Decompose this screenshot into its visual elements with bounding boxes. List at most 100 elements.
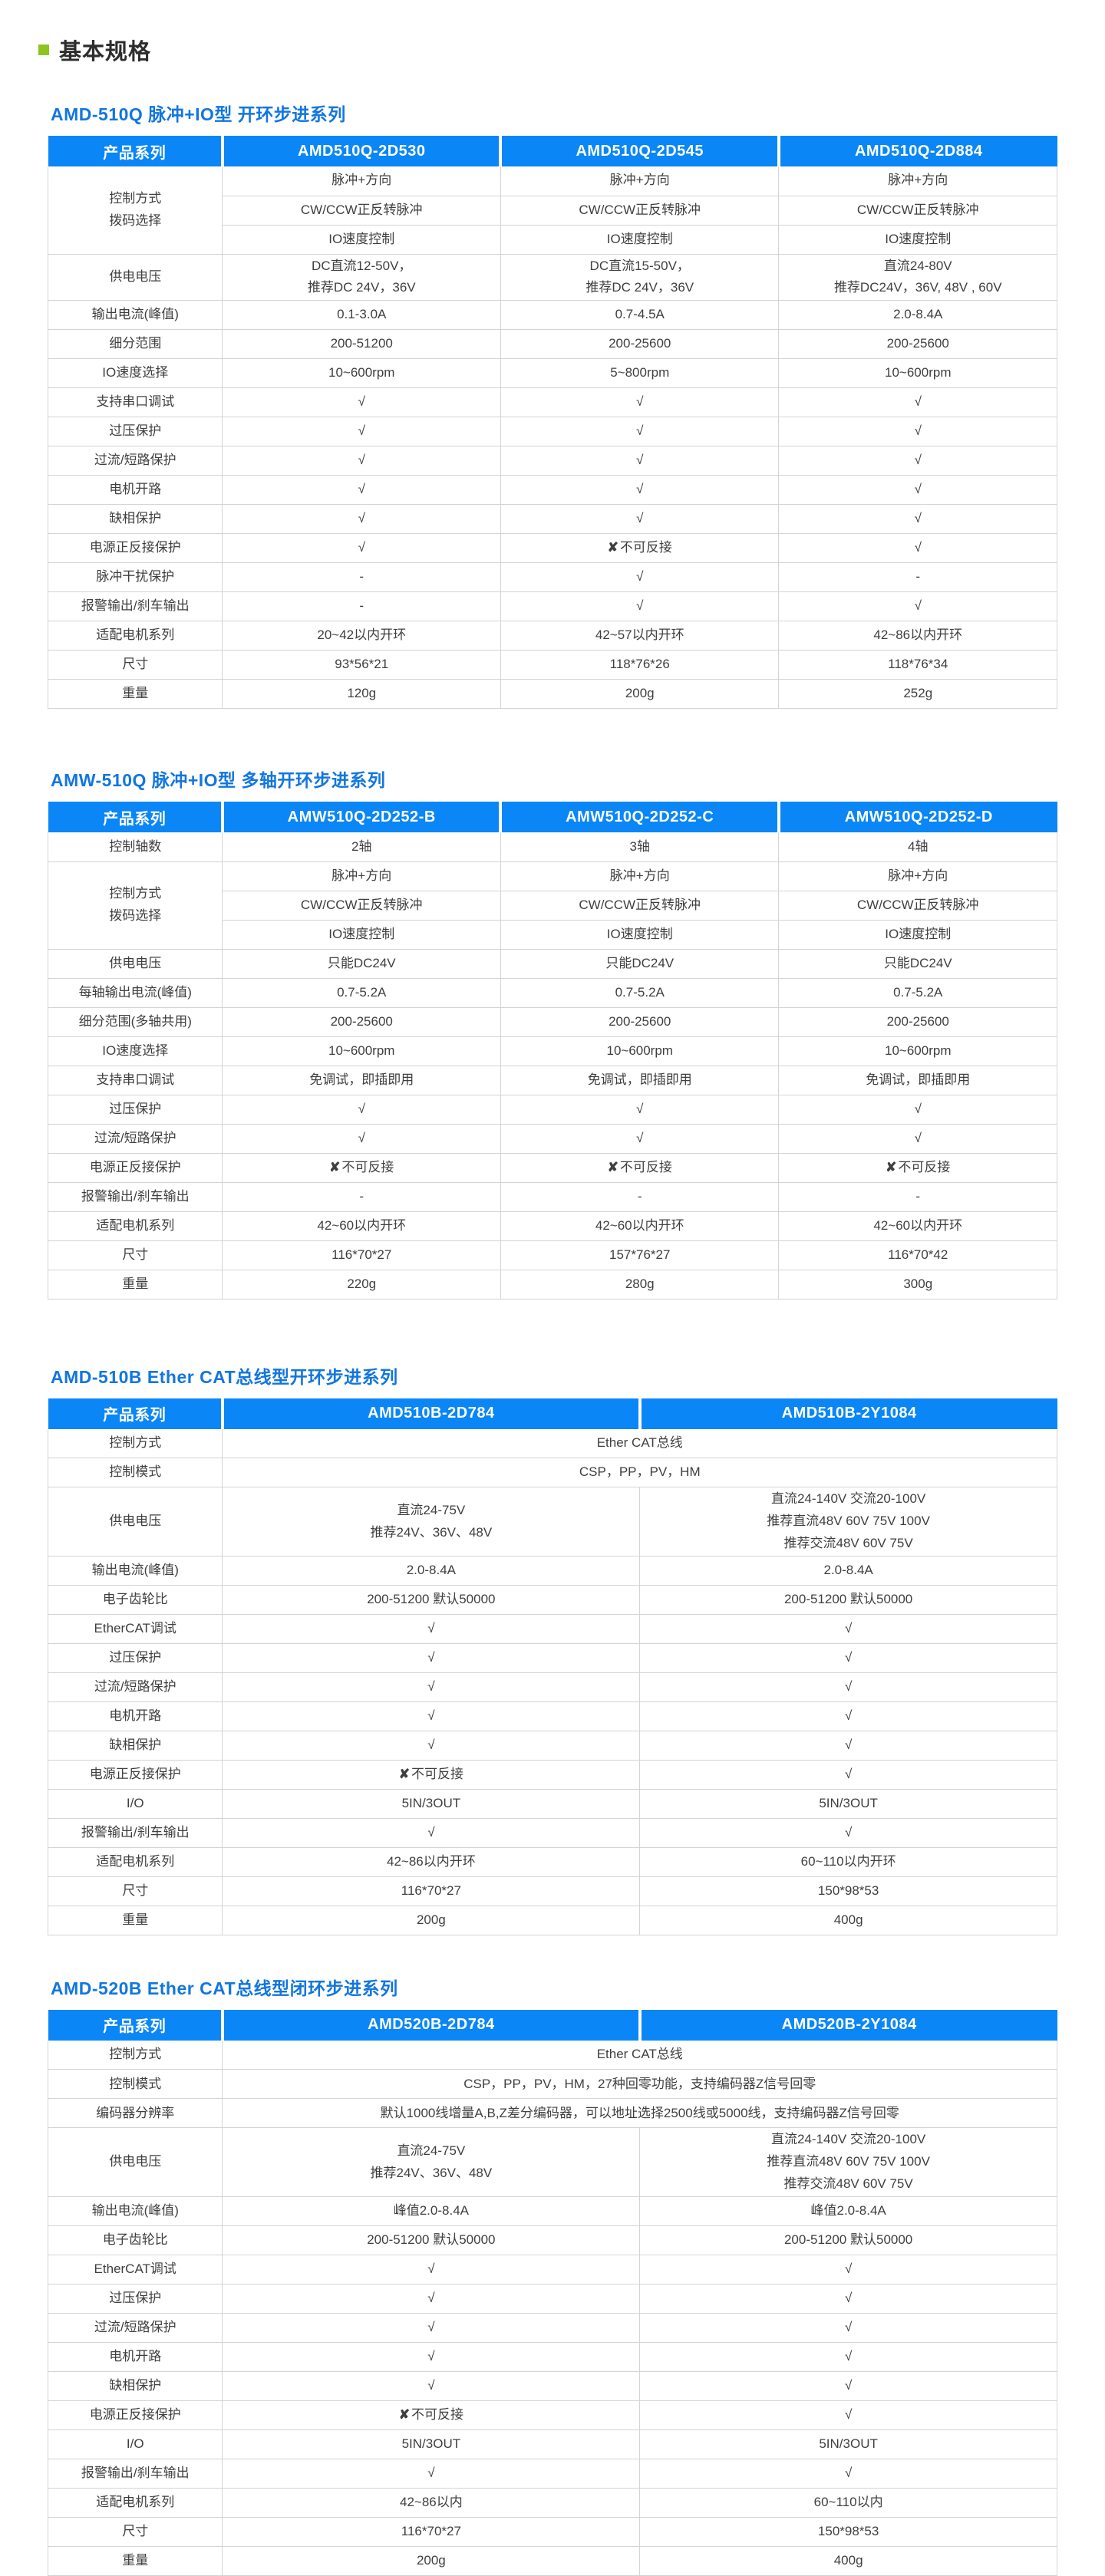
spec-cell: 只能DC24V: [222, 948, 501, 979]
spec-cell: IO速度控制: [778, 224, 1057, 255]
spec-cell-merged: Ether CAT总线: [222, 2040, 1057, 2070]
row-label: 控制方式 拨码选择: [47, 166, 223, 255]
spec-cell: 400g: [639, 2546, 1057, 2576]
spec-table: 产品系列 AMD520B-2D784 AMD520B-2Y1084 控制方式 Ether…: [47, 2009, 1057, 2576]
spec-cell: 直流24-75V 推荐24V、36V、48V: [222, 2127, 641, 2198]
row-label: 编码器分辨率: [47, 2098, 223, 2129]
spec-cell: 2轴: [222, 832, 501, 862]
model-column-header: AMW510Q-2D252-B: [220, 802, 501, 833]
spec-cell: 200-51200 默认50000: [639, 1584, 1057, 1615]
row-label: 适配电机系列: [47, 621, 223, 651]
spec-cell: √: [222, 1613, 641, 1644]
series-column-header: 产品系列: [48, 802, 223, 833]
spec-cell: √: [500, 562, 780, 593]
spec-cell: √: [500, 1123, 780, 1154]
spec-cell: √: [778, 475, 1057, 506]
spec-cell: √: [639, 2255, 1057, 2285]
spec-cell: 免调试，即插即用: [778, 1065, 1057, 1095]
spec-cell: 峰值2.0-8.4A: [222, 2196, 641, 2227]
spec-cell: 150*98*53: [639, 2517, 1057, 2548]
spec-cell: √: [222, 475, 501, 506]
row-label: 控制方式: [47, 1428, 223, 1459]
spec-cell: 免调试，即插即用: [500, 1065, 780, 1095]
spec-cell: IO速度控制: [500, 919, 780, 950]
row-label: 过流/短路保护: [47, 2313, 223, 2344]
cross-icon: ✘: [329, 1159, 341, 1174]
spec-cell: 42~60以内开环: [222, 1211, 501, 1241]
spec-cell: 4轴: [778, 832, 1057, 862]
spec-cell: 脉冲+方向: [222, 166, 501, 196]
spec-cell: 200-51200: [222, 329, 501, 360]
spec-cell: √: [222, 446, 501, 476]
spec-cell-merged: CSP，PP，PV，HM: [222, 1458, 1057, 1488]
spec-cell: 20~42以内开环: [222, 621, 501, 651]
spec-cell: 42~57以内开环: [500, 621, 780, 651]
spec-cell: √: [778, 417, 1057, 447]
spec-cell: 10~600rpm: [222, 358, 501, 389]
spec-cell: √: [778, 533, 1057, 564]
cross-icon: ✘: [886, 1159, 897, 1174]
row-label: 过流/短路保护: [47, 446, 223, 476]
row-label: 尺寸: [47, 1876, 223, 1906]
spec-section-3: AMD-520B Ether CAT总线型闭环步进系列 产品系列 AMD520B-2…: [47, 1974, 1057, 2576]
spec-cell: 200-25600: [222, 1006, 501, 1037]
spec-table: 产品系列 AMD510Q-2D530 AMD510Q-2D545 AMD510Q-2D…: [47, 136, 1057, 710]
spec-cell: 5IN/3OUT: [639, 2429, 1057, 2460]
spec-cell: 直流24-80V 推荐DC24V，36V, 48V , 60V: [778, 253, 1057, 301]
spec-cell: √: [222, 2459, 641, 2489]
spec-cell: DC直流15-50V， 推荐DC 24V，36V: [500, 253, 780, 301]
spec-cell: 116*70*27: [222, 1876, 641, 1906]
spec-cell: 0.7-5.2A: [778, 977, 1057, 1008]
spec-cell: CW/CCW正反转脉冲: [500, 195, 780, 226]
spec-cell: 42~60以内开环: [778, 1211, 1057, 1241]
row-label: 细分范围: [47, 329, 223, 360]
spec-cell: √: [222, 417, 501, 447]
spec-cell: 0.1-3.0A: [222, 300, 501, 331]
section-title: AMD-510Q 脉冲+IO型 开环步进系列: [51, 104, 346, 124]
spec-cell: -: [222, 1181, 501, 1212]
spec-section-2: AMD-510B Ether CAT总线型开环步进系列 产品系列 AMD510B-2…: [47, 1362, 1057, 1935]
spec-cell: -: [500, 1181, 780, 1212]
spec-cell: 118*76*34: [778, 650, 1057, 680]
spec-cell: √: [222, 2313, 641, 2344]
page-header: 基本规格: [0, 0, 1105, 66]
spec-cell: √: [222, 504, 501, 535]
spec-cell: 120g: [222, 679, 501, 710]
series-column-header: 产品系列: [48, 2009, 223, 2041]
spec-cell: √: [222, 2342, 641, 2373]
spec-cell-merged: 默认1000线增量A,B,Z差分编码器，可以地址选择2500线或5000线，支持…: [222, 2098, 1057, 2129]
spec-cell: DC直流12-50V， 推荐DC 24V，36V: [222, 253, 501, 301]
spec-cell: 118*76*26: [500, 650, 780, 680]
spec-section-0: AMD-510Q 脉冲+IO型 开环步进系列产品系列 AMD510Q-2D530 A…: [47, 100, 1057, 710]
spec-cell: √: [222, 2255, 641, 2285]
spec-cell: 免调试，即插即用: [222, 1065, 501, 1095]
spec-cell: 10~600rpm: [778, 1036, 1057, 1066]
spec-cell: √: [639, 2400, 1057, 2431]
spec-cell: √: [500, 417, 780, 447]
spec-cell: √: [222, 1094, 501, 1125]
spec-cell: 2.0-8.4A: [778, 300, 1057, 331]
row-label: 输出电流(峰值): [47, 300, 223, 331]
spec-cell: 200g: [500, 679, 780, 710]
spec-cell: 60~110以内: [639, 2488, 1057, 2518]
row-label: 适配电机系列: [47, 1211, 223, 1241]
spec-cell: √: [500, 1094, 780, 1125]
cross-icon: ✘: [398, 2407, 410, 2423]
spec-cell: √: [639, 2284, 1057, 2314]
row-label: 电源正反接保护: [47, 1759, 223, 1790]
spec-cell: 116*70*42: [778, 1240, 1057, 1270]
spec-cell: 252g: [778, 679, 1057, 710]
row-label: 过压保护: [47, 417, 223, 447]
spec-cell: 200-25600: [500, 1006, 780, 1037]
spec-cell: √: [222, 1123, 501, 1154]
spec-cell: 5~800rpm: [500, 358, 780, 389]
spec-cell: CW/CCW正反转脉冲: [778, 195, 1057, 226]
spec-cell: √: [639, 1613, 1057, 1644]
section-title: AMW-510Q 脉冲+IO型 多轴开环步进系列: [51, 770, 386, 791]
series-column-header: 产品系列: [48, 136, 223, 166]
cross-icon: ✘: [398, 1767, 410, 1781]
row-label: 重量: [47, 679, 223, 710]
row-label: 过压保护: [47, 2284, 223, 2314]
spec-sections-container: AMD-510Q 脉冲+IO型 开环步进系列产品系列 AMD510Q-2D530 A…: [0, 100, 1105, 2576]
spec-cell-merged: CSP，PP，PV，HM，27种回零功能，支持编码器Z信号回零: [222, 2069, 1057, 2100]
